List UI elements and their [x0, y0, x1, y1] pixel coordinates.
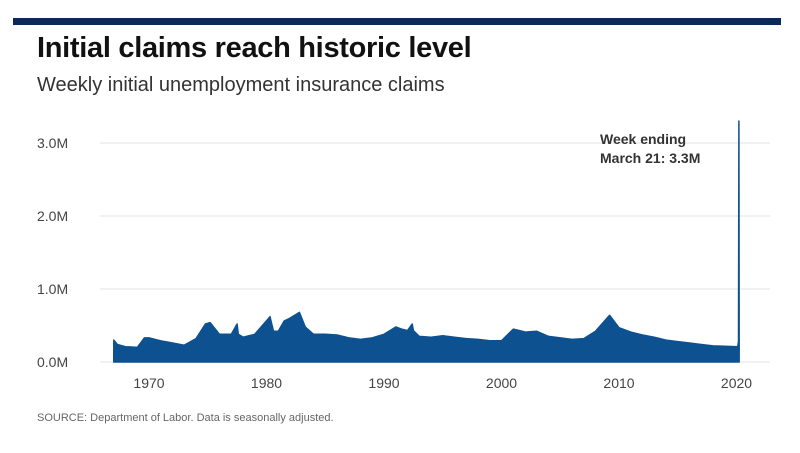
x-tick-label: 2010 — [603, 375, 634, 391]
annotation-line-2: March 21: 3.3M — [600, 150, 700, 166]
claims-area-series — [113, 120, 740, 363]
x-tick-label: 1980 — [251, 375, 282, 391]
chart-subtitle: Weekly initial unemployment insurance cl… — [37, 74, 445, 96]
x-tick-label: 1970 — [133, 375, 164, 391]
y-tick-label: 0.0M — [37, 354, 68, 370]
y-tick-label: 1.0M — [37, 281, 68, 297]
top-accent-bar — [13, 18, 781, 25]
x-tick-label: 1990 — [368, 375, 399, 391]
x-tick-label: 2000 — [486, 375, 517, 391]
source-note: SOURCE: Department of Labor. Data is sea… — [37, 412, 334, 424]
y-tick-label: 3.0M — [37, 135, 68, 151]
annotation-line-1: Week ending — [600, 131, 686, 147]
chart-title: Initial claims reach historic level — [37, 32, 472, 64]
x-tick-label: 2020 — [721, 375, 752, 391]
y-tick-label: 2.0M — [37, 208, 68, 224]
